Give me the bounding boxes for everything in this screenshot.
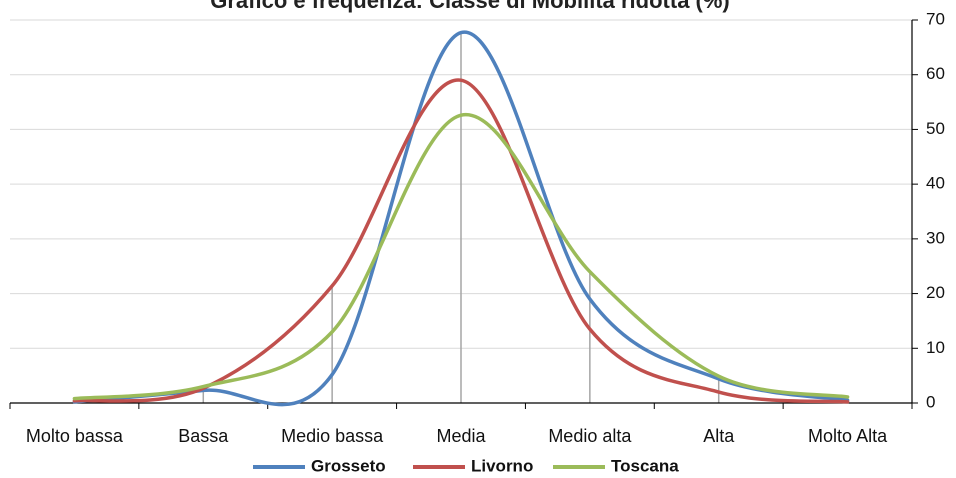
y-tick-label: 10 (926, 338, 945, 357)
x-tick-label: Molto Alta (808, 426, 888, 446)
x-tick-label: Medio alta (548, 426, 632, 446)
y-tick-label: 50 (926, 119, 945, 138)
y-tick-label: 0 (926, 392, 935, 411)
x-tick-label: Bassa (178, 426, 229, 446)
drop-lines (73, 32, 849, 403)
y-tick-label: 30 (926, 228, 945, 247)
legend: Grosseto Livorno Toscana (253, 456, 679, 475)
x-tick-label: Media (436, 426, 486, 446)
x-tick-label: Medio bassa (281, 426, 384, 446)
legend-label: Toscana (611, 456, 679, 475)
legend-label: Livorno (471, 456, 533, 475)
axes: 0 10 20 30 40 50 60 70 Molto bassa Bassa Medio bas… (9, 9, 945, 446)
y-tick-label: 70 (926, 9, 945, 28)
y-tick-label: 40 (926, 174, 945, 193)
chart-title: Grafico e frequenza: Classe di Mobilità … (210, 0, 730, 13)
y-tick-label: 20 (926, 283, 945, 302)
y-tick-label: 60 (926, 64, 945, 83)
x-tick-label: Alta (703, 426, 735, 446)
x-tick-label: Molto bassa (26, 426, 124, 446)
legend-label: Grosseto (311, 456, 386, 475)
series-lines (72, 30, 850, 407)
series-line-toscana (72, 113, 850, 401)
series-line-grosseto (72, 30, 850, 407)
